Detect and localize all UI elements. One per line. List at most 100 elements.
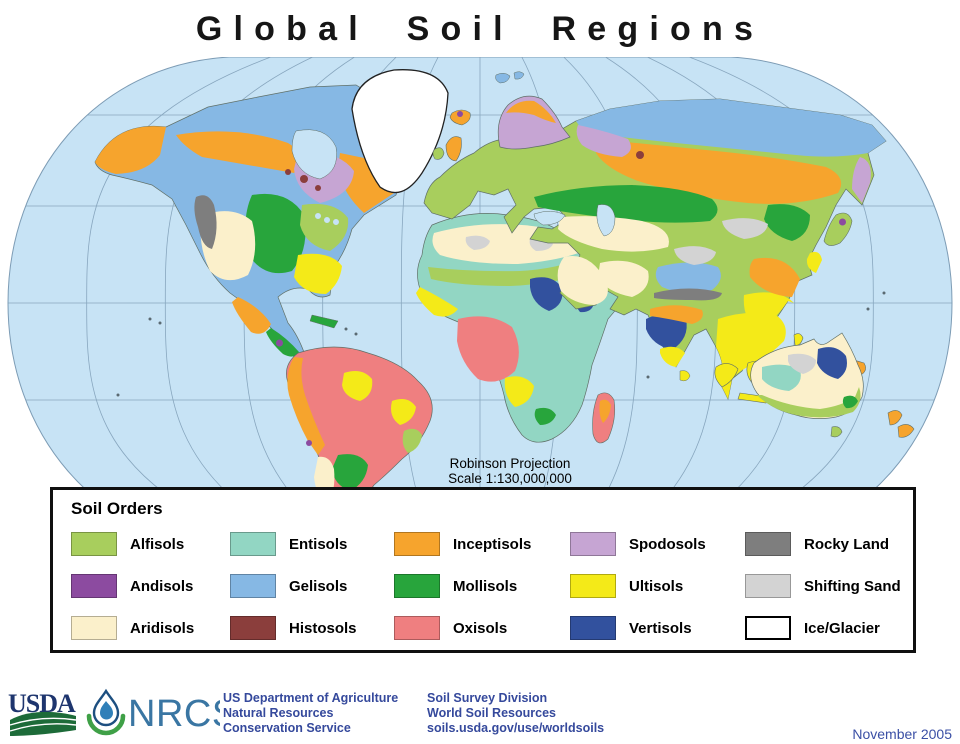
landmasses [94,69,915,503]
soil-patch [506,100,556,123]
division-url[interactable]: soils.usda.gov/use/worldsoils [427,721,605,735]
legend-item-rocky-land: Rocky Land [745,532,913,556]
agency-text: US Department of Agriculture Natural Res… [223,691,398,736]
soil-patch [654,288,722,301]
soil-patch [534,407,556,425]
legend-item-alfisols: Alfisols [71,532,230,556]
soil-patch [285,169,291,175]
soil-patch [287,357,325,455]
scale-label: Scale 1:130,000,000 [448,471,572,486]
soil-patch [342,371,373,401]
legend-item-gelisols: Gelisols [230,574,394,598]
legend-item-oxisols: Oxisols [394,616,570,640]
sri-lanka [679,370,691,382]
legend-item-mollisols: Mollisols [394,574,570,598]
legend-label: Andisols [130,577,194,595]
soil-patch [558,216,669,252]
eurasia [423,71,887,401]
soil-patch [839,218,846,226]
legend-label: Gelisols [289,577,348,595]
south-america [286,346,433,503]
soil-patch [294,253,342,294]
soil-patch [749,257,800,297]
legend-item-histosols: Histosols [230,616,394,640]
agency-line: Natural Resources [223,706,334,720]
tasmania [830,426,843,438]
soil-orders-legend: Soil Orders Alfisols Entisols Inceptisol… [50,487,916,653]
agency-line: US Department of Agriculture [223,691,399,705]
ice-glacier-swatch [745,616,791,640]
cuba [309,314,339,329]
projection-note: Robinson Projection Scale 1:130,000,000 [395,456,625,486]
footer: USDA NRCS US Department of Agriculture N… [0,684,960,744]
korea [806,251,822,273]
division-text: Soil Survey Division World Soil Resource… [427,691,604,736]
legend-label: Entisols [289,535,348,553]
histosols-swatch [230,616,276,640]
legend-item-aridisols: Aridisols [71,616,230,640]
north-america [94,84,399,360]
legend-label: Ice/Glacier [804,619,880,637]
oxisols-swatch [394,616,440,640]
soil-patch [534,185,718,223]
soil-patch [315,185,321,191]
soil-patch [245,193,306,274]
black-sea [533,211,566,226]
soil-patch [300,175,308,183]
soil-patch [636,151,644,159]
soil-patch [674,246,716,265]
legend-label: Oxisols [453,619,508,637]
vertisols-swatch [570,616,616,640]
legend-item-inceptisols: Inceptisols [394,532,570,556]
soil-patch [598,260,649,297]
soil-patch [716,312,786,399]
great-britain [445,136,462,162]
legend-label: Aridisols [130,619,195,637]
caspian-sea [596,204,616,237]
droplet-inner-icon [100,701,113,720]
legend-item-shifting-sand: Shifting Sand [745,574,913,598]
legend-label: Shifting Sand [804,577,901,595]
rocky-land-swatch [745,532,791,556]
soil-patch [176,131,300,173]
soil-patch [465,235,490,250]
alfisols-swatch [71,532,117,556]
publication-date: November 2005 [852,726,952,742]
soil-patch [300,203,349,251]
iceland [449,109,471,126]
aridisols-swatch [71,616,117,640]
new-zealand [887,410,915,438]
division-line: Soil Survey Division [427,691,548,705]
spodosols-swatch [570,532,616,556]
soil-patch [757,387,861,418]
small-islands [116,291,886,397]
nrcs-wordmark: NRCS [128,693,220,735]
soil-patch [428,256,596,286]
legend-label: Rocky Land [804,535,890,553]
nrcs-logo: NRCS [86,688,220,736]
ultisols-swatch [570,574,616,598]
agency-line: Conservation Service [223,721,351,735]
page-title: Global Soil Regions [195,10,765,48]
soil-patch [576,99,886,157]
legend-item-ice-glacier: Ice/Glacier [745,616,913,640]
soil-patch [276,339,283,347]
soil-patch [306,440,312,446]
soil-patch [504,376,534,407]
soil-patch [762,364,801,391]
entisols-swatch [230,532,276,556]
hudson-bay [291,129,337,180]
soil-patch [530,277,563,311]
soil-patch [95,126,166,174]
soil-patch [842,395,858,409]
soil-patch [457,316,519,382]
soil-patch [764,204,810,241]
soil-patch [722,218,768,239]
legend-item-ultisols: Ultisols [570,574,745,598]
greenland [351,69,449,194]
legend-label: Ultisols [629,577,684,595]
soil-patch [596,139,842,204]
soil-patch [655,262,721,293]
ireland [432,147,445,160]
projection-label: Robinson Projection [449,456,571,471]
